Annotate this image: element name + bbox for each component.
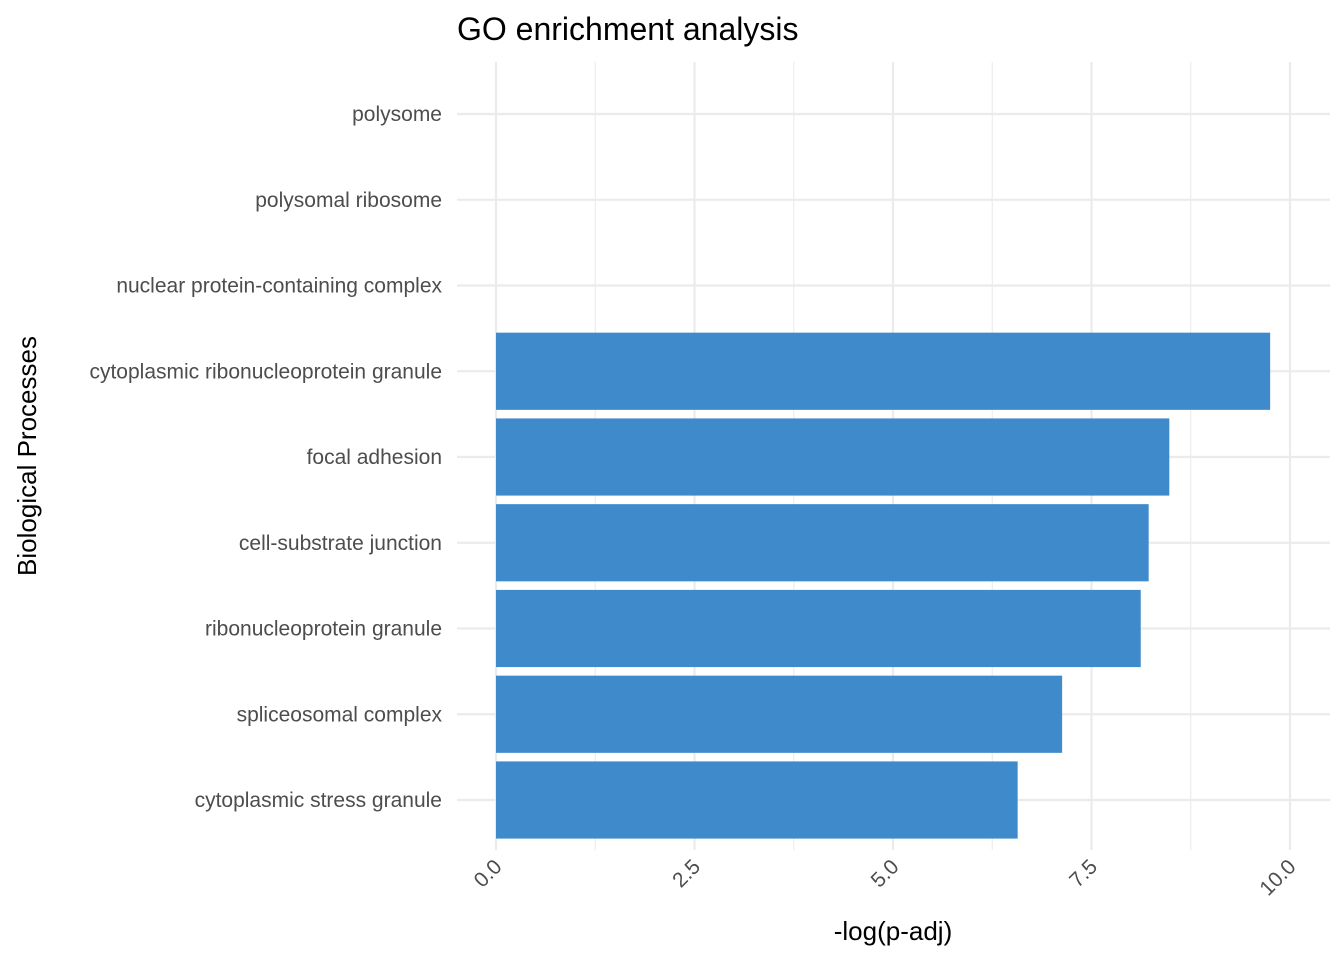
chart-title: GO enrichment analysis <box>457 11 798 47</box>
bar <box>496 332 1271 410</box>
bar <box>496 675 1063 753</box>
x-tick-label: 10.0 <box>1255 855 1300 900</box>
y-axis-title: Biological Processes <box>12 336 42 576</box>
bar <box>496 418 1170 496</box>
category-label: spliceosomal complex <box>237 703 443 726</box>
category-label: cytoplasmic ribonucleoprotein granule <box>89 360 442 383</box>
x-tick-label: 7.5 <box>1065 855 1102 892</box>
category-label: cytoplasmic stress granule <box>195 789 442 812</box>
category-label: ribonucleoprotein granule <box>205 618 442 641</box>
category-label: polysomal ribosome <box>255 189 442 212</box>
category-label: cell-substrate junction <box>239 532 442 555</box>
bar <box>496 761 1018 839</box>
x-axis-title: -log(p-adj) <box>834 916 953 946</box>
x-tick-labels: 0.0 2.5 5.0 7.5 10.0 <box>470 855 1301 900</box>
x-tick-label: 5.0 <box>867 855 904 892</box>
category-label: polysome <box>352 103 442 126</box>
category-labels: polysome polysomal ribosome nuclear protei… <box>89 103 442 812</box>
bars <box>496 332 1271 839</box>
bar <box>496 504 1149 582</box>
category-label: nuclear protein-containing complex <box>116 275 442 298</box>
category-label: focal adhesion <box>307 446 442 469</box>
bar <box>496 589 1141 668</box>
x-tick-label: 2.5 <box>668 855 705 892</box>
x-tick-label: 0.0 <box>470 855 507 892</box>
